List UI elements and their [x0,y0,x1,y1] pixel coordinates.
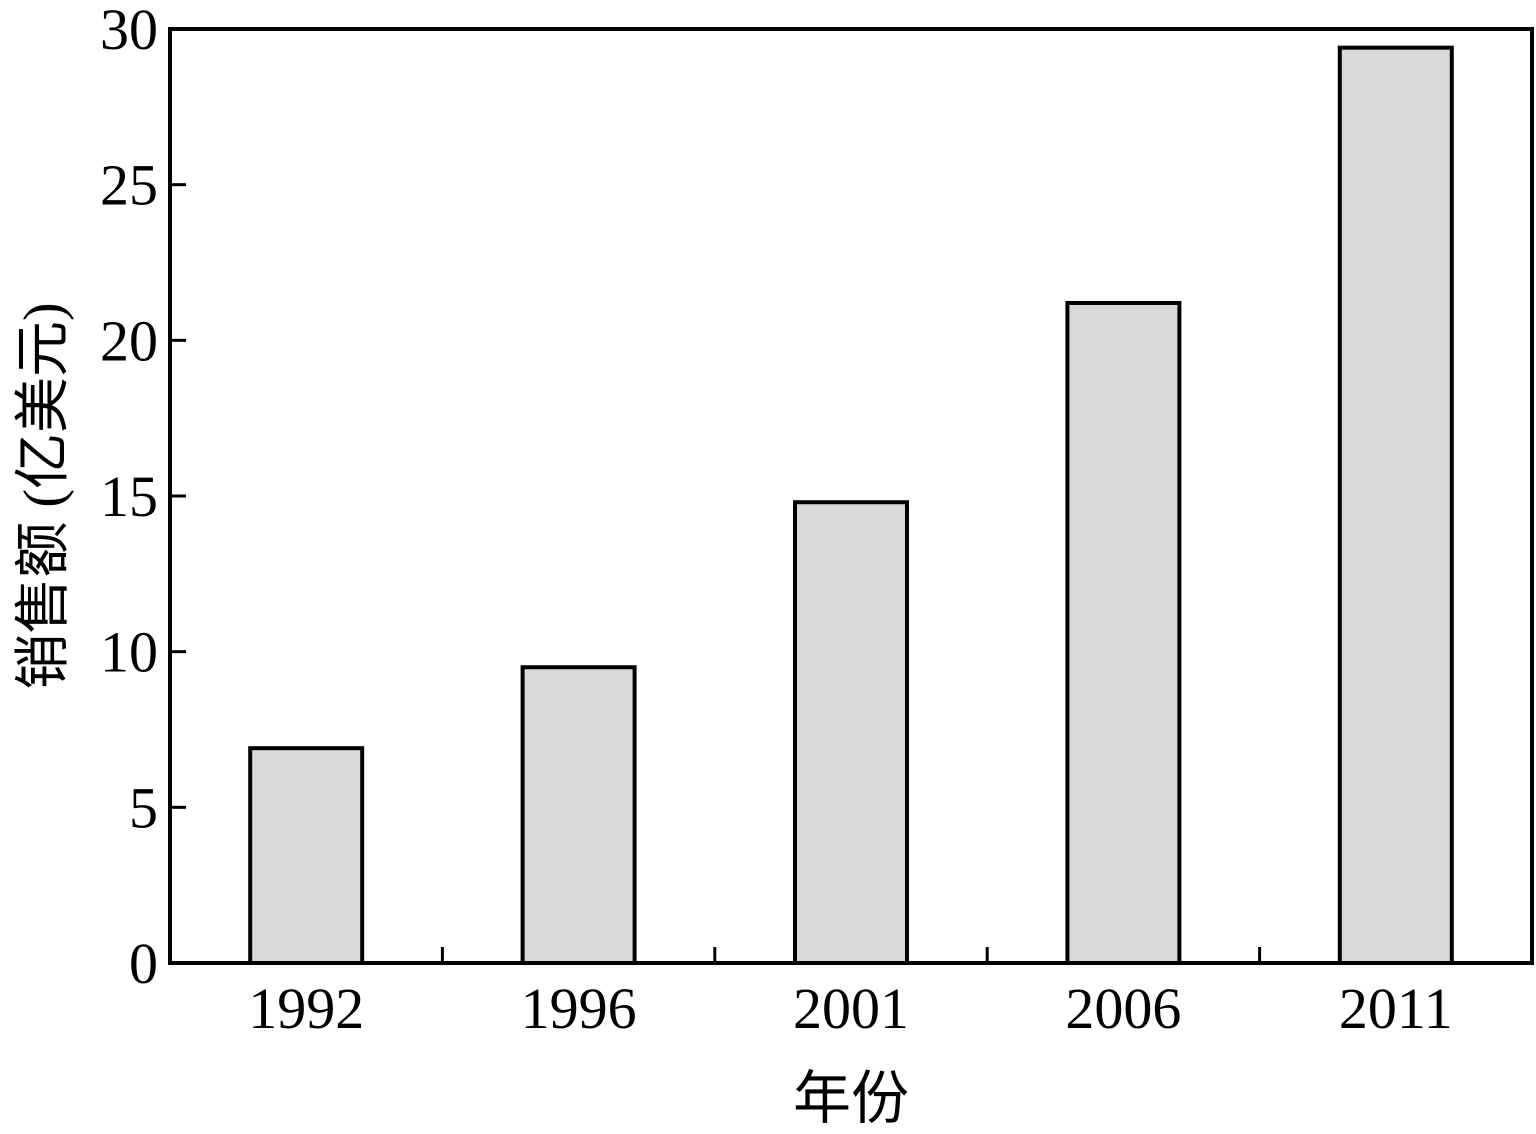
y-tick-label: 20 [100,308,158,373]
bar-2001 [793,500,909,965]
y-axis-label: 销售额 (亿美元) [13,302,75,689]
x-axis-label: 年份 [793,1066,909,1131]
bar-1992 [248,746,365,965]
x-tick-label: 2001 [793,976,909,1041]
bar-1996 [520,665,637,965]
y-tick-label: 0 [129,931,158,996]
y-tick-label: 5 [129,775,158,840]
x-tick-label: 2011 [1339,976,1453,1041]
x-tick-label: 1996 [521,976,637,1041]
bar-2006 [1065,300,1182,965]
y-tick-label: 30 [100,0,158,62]
bar-2011 [1337,45,1454,966]
y-tick-label: 25 [100,153,158,218]
x-tick-label: 2006 [1065,976,1181,1041]
x-tick-label: 1992 [248,976,364,1041]
y-tick-label: 10 [100,620,158,685]
y-tick-label: 15 [100,464,158,529]
